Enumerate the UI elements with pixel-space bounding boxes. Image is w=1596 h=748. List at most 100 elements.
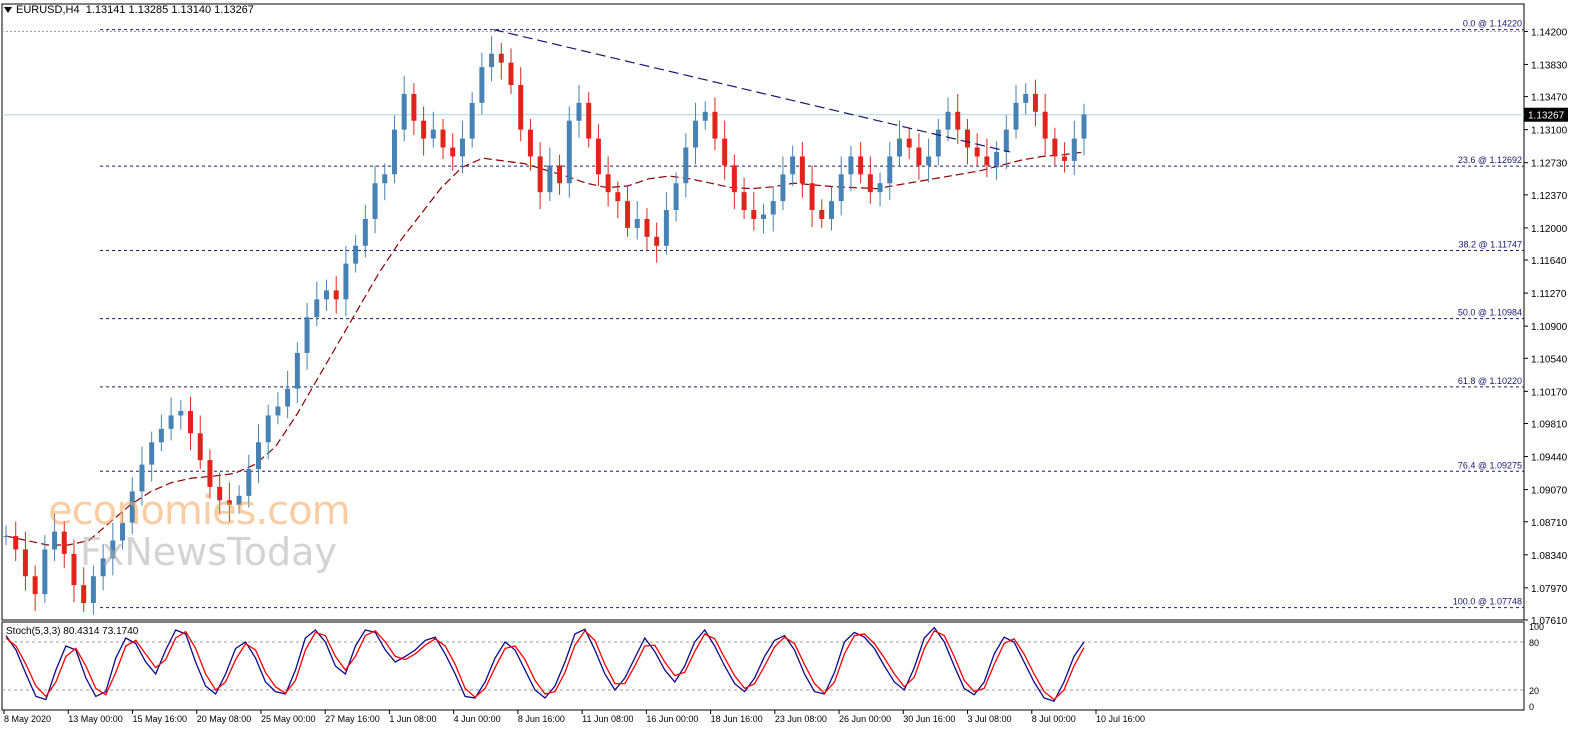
candle [576,84,582,138]
candle [391,115,397,184]
x-tick-label: 23 Jun 08:00 [775,714,827,724]
symbol-label: EURUSD,H4 [16,4,80,16]
candle [382,163,388,201]
candle [275,392,281,425]
candle [372,165,378,234]
candle-body [22,549,28,577]
candle [537,142,543,210]
candle [304,302,310,370]
candle [246,454,252,508]
candle [974,133,980,166]
candle-body [401,93,407,130]
candle-body [537,156,543,193]
candle-body [566,120,572,184]
candle [838,156,844,216]
candle-body [828,201,834,219]
candle-body [343,263,349,300]
candle [615,181,621,219]
candle-body [469,102,475,139]
current-price-label: 1.13267 [1528,111,1565,122]
candle-body [81,585,87,604]
y-tick-label: 1.13100 [1531,126,1568,137]
candle-body [1013,102,1019,130]
candle [916,133,922,180]
candle-body [275,406,281,416]
candle [459,120,465,174]
candle [926,138,932,183]
candle [595,124,601,186]
candle-body [547,165,553,193]
candle [896,120,902,166]
y-tick-label: 1.14200 [1531,27,1568,38]
candle-body [110,540,116,559]
x-tick-label: 8 May 2020 [4,714,51,724]
current-price-tag [1524,107,1568,122]
candle-body [256,442,262,470]
candle [61,520,67,569]
candle-body [32,576,38,595]
x-tick-label: 3 Jul 08:00 [968,714,1012,724]
candle-body [761,214,767,219]
stoch-pane-border [1,621,1525,711]
candle-body [974,147,980,157]
candle-body [489,53,495,68]
candle-body [741,192,747,211]
candle-body [294,352,300,389]
candle [654,222,660,263]
fib-level-label: 38.2 @ 1.11747 [1458,239,1522,249]
x-tick-label: 1 Jun 08:00 [389,714,436,724]
candle [100,544,106,591]
candle [547,147,553,202]
candle-body [440,129,446,148]
candle-body [158,428,164,443]
candle [935,118,941,166]
dropdown-arrow-icon[interactable] [4,7,12,14]
candle [702,101,708,130]
candle-body [391,129,397,175]
candle-body [896,138,902,157]
candle [1013,84,1019,139]
candle-body [1052,138,1058,157]
candle-body [722,138,728,166]
candle [780,156,786,211]
candle [217,472,223,515]
candle-body [731,165,737,193]
x-tick-label: 15 May 16:00 [132,714,187,724]
candle [867,156,873,204]
candle [955,93,961,144]
candle-body [994,151,1000,166]
candle [722,120,728,180]
stochastic-label: Stoch(5,3,3) 80.4314 73.1740 [6,626,139,637]
candle-body [712,111,718,139]
candle-body [887,156,893,184]
candle-body [13,536,19,550]
candle-body [1042,111,1048,139]
candle-body [314,299,320,318]
candle [566,106,572,198]
candle [489,35,495,82]
candle-body [265,415,271,443]
candle [168,397,174,441]
candle [479,52,485,115]
stoch-signal-line [5,629,1085,701]
candle [683,133,689,198]
candle [994,141,1000,180]
candle [469,92,475,148]
x-tick-label: 16 Jun 00:00 [646,714,698,724]
x-tick-label: 25 May 00:00 [261,714,316,724]
candle [945,97,951,142]
candle [770,186,776,232]
candle-body [1071,138,1077,161]
candle [353,235,359,273]
candle [634,201,640,240]
candle [731,154,737,210]
candle-body [586,102,592,139]
candle [1042,93,1048,156]
candle-body [1003,129,1009,152]
candle-body [916,147,922,166]
stoch-main-line [5,626,1085,702]
candle [22,531,28,591]
candle-body [634,218,640,228]
